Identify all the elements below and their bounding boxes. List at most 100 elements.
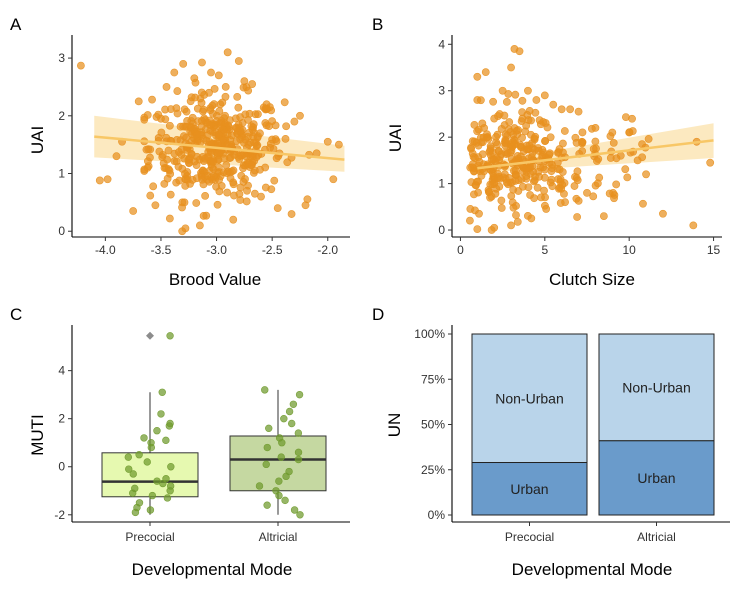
panel-a-point [170,68,179,77]
panel-a-point [164,165,173,174]
panel-a-point [181,181,190,190]
panel-b-point [477,171,486,180]
panel-a-point [212,131,220,140]
panel-a-point [166,105,175,114]
panel-c-ytick-label: 4 [58,364,65,378]
panel-a-point [165,121,174,130]
panel-b-point [518,96,527,105]
panel-b-point [490,114,499,123]
panel-b-point [609,139,618,147]
panel-a-point [207,68,215,77]
panel-a-ytick-label: 2 [58,109,65,123]
panel-c-point [261,386,269,394]
panel-d-xtick-label: Precocial [505,530,554,544]
panel-d-ytick-label: 50% [421,418,445,432]
panel-c-point [131,508,140,517]
panel-c-point [285,407,294,416]
panel-a-point [214,163,223,172]
panel-b-point [555,145,564,153]
panel-b-ytick-label: 2 [438,130,445,144]
panel-a-point [301,201,310,210]
panel-a-point [329,175,338,184]
panel-a-point [262,100,271,109]
panel-b-point [487,155,496,164]
panel-a-point [223,140,232,149]
panel-letter-d: D [372,305,384,324]
panel-c-ytick-label: -2 [54,508,65,522]
panel-b-point [625,128,634,137]
panel-d-bar-label-urban: Urban [637,470,675,486]
panel-c-ytick-label: 2 [58,412,65,426]
panel-a-point [229,166,238,175]
panel-b-point [555,165,564,174]
panel-b-point [616,151,625,160]
panel-b-point [659,209,667,218]
panel-c-point [294,448,303,457]
panel-a-point [180,198,189,207]
panel-b-point [570,182,579,190]
panel-b-point [540,186,548,195]
panel-a-point [244,86,253,95]
panel-b-point [574,196,583,205]
panel-a-point [247,122,256,131]
panel-a-point [154,133,163,142]
panel-a-point [163,174,172,183]
panel-a-point [240,77,249,86]
panel-c-point [275,491,283,500]
panel-b-point [518,167,527,176]
panel-a-point [323,137,332,146]
panel-a-point [229,215,238,224]
panel-a-point [179,122,188,131]
panel-b-point [532,96,541,104]
panel-b-point [465,216,474,225]
panel-c-point [294,429,303,437]
panel-a-point [217,182,226,190]
panel-b-point [527,116,535,125]
panel-a-xtick-label: -2.5 [262,243,283,257]
panel-a-point [232,124,241,133]
panel-a-point [179,59,188,68]
panel-b-ytick-label: 0 [438,223,445,237]
panel-b-point [559,139,567,148]
panel-b-point [612,180,621,189]
panel-c-point [295,390,304,399]
panel-b-point [557,105,566,114]
panel-a-point [241,135,250,144]
panel-a-xtick-label: -3.5 [151,243,172,257]
panel-c-point [129,470,137,478]
panel-d-ylabel: UN [385,413,404,438]
panel-a-point [146,153,154,162]
panel-b-point [593,179,602,188]
panel-b-point [534,144,542,152]
panel-b-point [512,202,520,210]
panel-c-point [263,501,271,509]
panel-c-point [280,414,288,423]
panel-b-point [524,145,533,154]
panel-a-point [181,169,189,178]
panel-letter-b: B [372,15,383,34]
panel-a-point [236,183,245,192]
panel-c-ytick-label: 0 [58,460,65,474]
panel-b-point [578,128,587,137]
panel-c-point [288,419,296,428]
panel-b-point [518,133,526,142]
panel-a-point [272,137,281,146]
panel-c-point [159,479,167,488]
panel-c-point [146,506,155,514]
panel-b-point [473,72,482,81]
panel-c-point [281,496,289,505]
panel-b-point [533,183,542,192]
panel-a-point [172,157,181,166]
panel-b-point [578,137,586,146]
panel-b-xlabel: Clutch Size [549,270,635,289]
panel-b-point [540,165,549,174]
panel-a-point [197,116,206,125]
panel-a-point [180,105,189,114]
panel-c-point [255,482,264,490]
panel-b-point [498,86,507,95]
panel-b-point [517,117,526,125]
panel-letter-c: C [10,305,22,324]
panel-a-point [173,87,182,95]
panel-a-point [250,138,259,147]
panel-b-point [633,156,642,165]
